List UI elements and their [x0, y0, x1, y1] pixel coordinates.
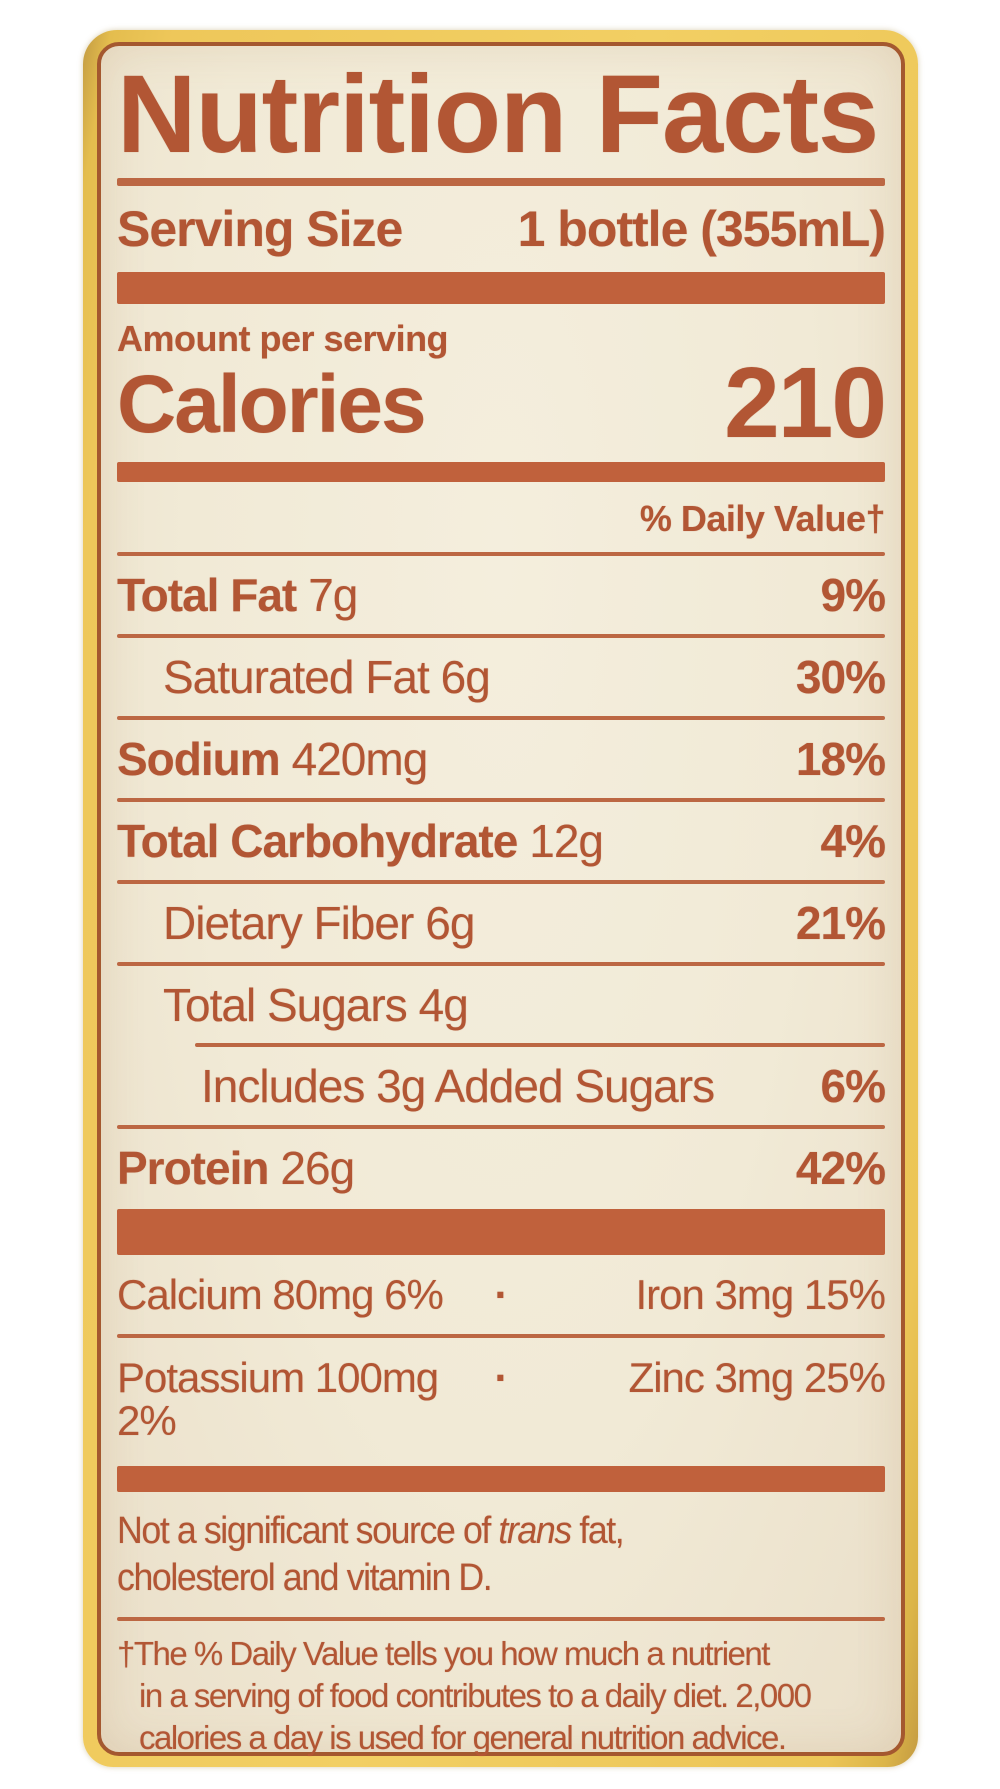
nutrient-amount: 420mg	[291, 732, 429, 785]
nutrient-name: Saturated Fat	[163, 650, 430, 703]
nutrient-row-protein: Protein 26g 42%	[117, 1129, 886, 1207]
divider	[117, 715, 885, 720]
not-significant-line1: Not a significant source of trans fat,	[117, 1508, 839, 1556]
nutrient-dv: 18%	[795, 732, 886, 785]
note-text: Not a significant source of	[117, 1509, 499, 1552]
nutrient-name: Protein	[117, 1142, 269, 1195]
nutrient-amount: 6g	[425, 896, 475, 949]
label-title: Nutrition Facts	[117, 53, 879, 176]
divider	[117, 879, 885, 884]
nutrient-amount: 7g	[308, 569, 358, 621]
nutrient-amount: 26g	[280, 1142, 355, 1195]
divider	[117, 1334, 885, 1339]
divider	[117, 633, 885, 638]
thick-bar-after-serving	[117, 272, 885, 304]
note-text: fat,	[570, 1509, 624, 1552]
trans-italic: trans	[498, 1509, 572, 1552]
nutrient-name: Total Fat	[117, 569, 297, 621]
footnote-line: †The % Daily Value tells you how much a …	[117, 1634, 770, 1672]
bullet-separator: ·	[494, 1354, 509, 1402]
mineral-right: Iron 3mg 15%	[635, 1271, 886, 1319]
nutrient-row-total-fat: Total Fat 7g 9%	[117, 556, 886, 634]
calories-label: Calories	[117, 359, 427, 451]
divider-indented	[195, 1043, 885, 1048]
nutrient-name: Includes 3g Added Sugars	[201, 1060, 715, 1113]
daily-value-header: % Daily Value†	[639, 498, 886, 539]
serving-size-label: Serving Size	[117, 201, 403, 257]
calories-row: Calories 210	[117, 347, 887, 459]
mineral-right: Zinc 3mg 25%	[628, 1354, 886, 1402]
nutrition-facts-label: Nutrition Facts Serving Size 1 bottle (3…	[97, 42, 905, 1756]
nutrient-row-added-sugars: Includes 3g Added Sugars 6%	[117, 1047, 886, 1125]
divider	[117, 552, 885, 556]
amount-per-serving-label: Amount per serving	[117, 318, 449, 359]
daily-value-footnote: †The % Daily Value tells you how much a …	[117, 1633, 885, 1759]
serving-size-row: Serving Size 1 bottle (355mL)	[117, 200, 886, 258]
divider	[117, 961, 885, 966]
nutrient-name: Total Sugars	[163, 978, 408, 1031]
nutrient-row-dietary-fiber: Dietary Fiber 6g 21%	[117, 884, 886, 962]
bar-before-disclaimer	[117, 1465, 885, 1492]
bar-below-calories	[117, 462, 885, 482]
nutrient-amount: 4g	[418, 978, 469, 1031]
footnote-line: calories a day is used for general nutri…	[139, 1718, 787, 1756]
bottle-background: Nutrition Facts Serving Size 1 bottle (3…	[83, 30, 918, 1767]
nutrient-row-saturated-fat: Saturated Fat 6g 30%	[117, 638, 886, 716]
mineral-left: Calcium 80mg 6%	[117, 1271, 444, 1319]
nutrient-dv: 30%	[795, 650, 886, 703]
footnote-divider	[117, 1616, 885, 1621]
nutrient-dv: 9%	[820, 569, 886, 621]
nutrient-dv: 42%	[795, 1142, 886, 1195]
nutrient-name: Sodium	[117, 732, 281, 785]
title-divider	[117, 178, 885, 186]
serving-size-value: 1 bottle (355mL)	[517, 201, 886, 257]
bullet-separator: ·	[494, 1271, 509, 1319]
nutrient-name: Dietary Fiber	[163, 896, 414, 949]
not-significant-note: Not a significant source of trans fat, c…	[117, 1508, 839, 1603]
nutrient-amount: 6g	[440, 650, 491, 703]
nutrient-row-sodium: Sodium 420mg 18%	[117, 720, 886, 798]
mineral-row-potassium-zinc: Potassium 100mg 2% · Zinc 3mg 25%	[117, 1338, 886, 1460]
nutrient-name: Total Carbohydrate	[117, 814, 518, 867]
nutrient-amount: 12g	[529, 814, 604, 867]
divider	[117, 797, 885, 802]
nutrient-dv: 4%	[820, 814, 886, 867]
nutrient-dv: 21%	[795, 896, 886, 949]
mineral-row-calcium-iron: Calcium 80mg 6% · Iron 3mg 15%	[117, 1255, 886, 1334]
mineral-left: Potassium 100mg 2%	[117, 1354, 439, 1444]
nutrient-dv: 6%	[820, 1060, 886, 1113]
footnote-line: in a serving of food contributes to a da…	[139, 1676, 812, 1714]
nutrient-row-total-sugars: Total Sugars 4g	[117, 966, 885, 1044]
thick-bar-after-protein	[117, 1209, 885, 1256]
divider	[117, 1125, 885, 1130]
nutrient-row-total-carbohydrate: Total Carbohydrate 12g 4%	[117, 802, 886, 880]
not-significant-line2: cholesterol and vitamin D.	[117, 1557, 493, 1600]
calories-value: 210	[724, 347, 887, 459]
